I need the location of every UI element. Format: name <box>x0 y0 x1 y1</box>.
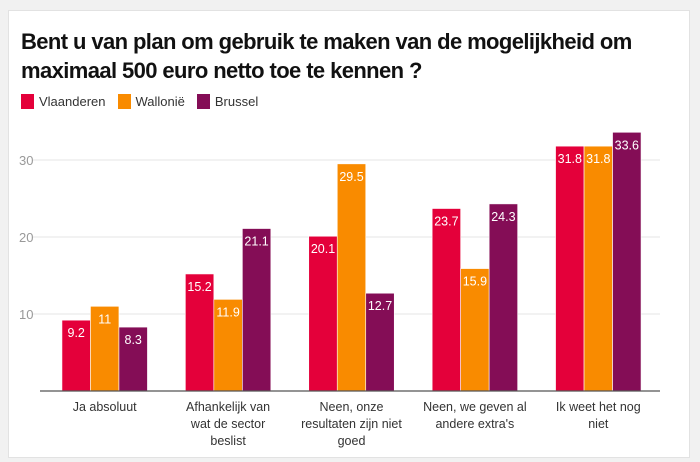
bar[interactable] <box>555 145 585 392</box>
bar[interactable] <box>365 292 395 392</box>
bar[interactable] <box>185 273 215 392</box>
data-label: 24.3 <box>491 210 515 224</box>
legend-item-wallonie[interactable]: Wallonië <box>117 94 185 109</box>
data-label: 15.9 <box>463 275 487 289</box>
data-label: 20.1 <box>311 242 335 256</box>
x-tick-label: goed <box>338 434 366 448</box>
legend-swatch <box>21 94 34 109</box>
x-tick-label: wat de sector <box>190 417 265 431</box>
legend-label: Wallonië <box>135 94 185 109</box>
bar[interactable] <box>61 319 91 392</box>
x-tick-label: niet <box>588 417 609 431</box>
legend-swatch <box>196 94 210 109</box>
x-tick-label: resultaten zijn niet <box>301 417 402 431</box>
legend-swatch <box>117 94 131 109</box>
bar[interactable] <box>242 228 272 392</box>
data-label: 33.6 <box>615 138 639 152</box>
data-label: 31.8 <box>586 152 610 166</box>
data-label: 31.8 <box>558 152 582 166</box>
bar[interactable] <box>488 203 518 392</box>
x-tick-label: Ik weet het nog <box>556 400 641 414</box>
data-label: 11 <box>98 312 111 326</box>
bar[interactable] <box>612 131 642 392</box>
x-tick-label: andere extra's <box>435 417 514 431</box>
x-tick-label: Neen, onze <box>320 400 384 414</box>
data-label: 15.2 <box>187 280 211 294</box>
legend-label: Brussel <box>214 94 259 109</box>
data-label: 8.3 <box>125 333 142 347</box>
data-label: 11.9 <box>216 305 239 319</box>
legend-label: Vlaanderen <box>39 94 106 109</box>
x-tick-label: Afhankelijk van <box>186 400 270 414</box>
legend-item-brussel[interactable]: Brussel <box>196 94 259 109</box>
bar[interactable] <box>90 305 120 392</box>
legend: Vlaanderen Wallonië Brussel <box>21 94 258 109</box>
bar[interactable] <box>460 268 490 392</box>
bar[interactable] <box>583 145 613 392</box>
data-label: 23.7 <box>434 215 458 229</box>
bar[interactable] <box>431 208 461 392</box>
x-tick-label: Ja absoluut <box>73 400 137 414</box>
data-label: 21.1 <box>244 235 268 249</box>
y-tick-label: 10 <box>19 307 33 322</box>
bar[interactable] <box>336 163 367 392</box>
bar[interactable] <box>118 326 148 392</box>
chart-title: Bent u van plan om gebruik te maken van … <box>21 29 632 83</box>
x-tick-label: Neen, we geven al <box>423 400 527 414</box>
y-tick-label: 30 <box>19 153 33 168</box>
bar[interactable] <box>308 235 338 392</box>
legend-item-vlaanderen[interactable]: Vlaanderen <box>21 94 106 109</box>
x-tick-label: beslist <box>210 434 246 448</box>
data-label: 9.2 <box>68 326 85 340</box>
data-label: 12.7 <box>368 299 392 313</box>
y-tick-label: 20 <box>19 230 33 245</box>
data-label: 29.5 <box>339 170 363 184</box>
